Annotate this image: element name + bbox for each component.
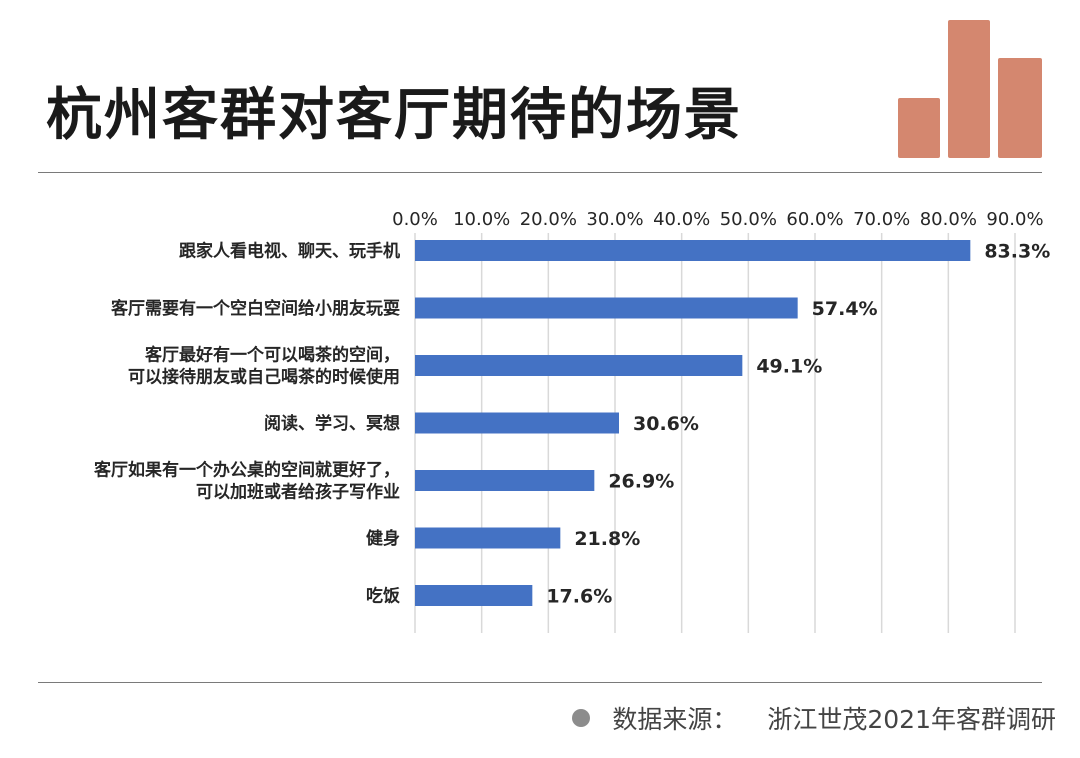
source-label: 数据来源：	[612, 705, 738, 734]
data-label: 30.6%	[633, 413, 699, 435]
category-label: 可以接待朋友或自己喝茶的时候使用	[128, 367, 400, 388]
category-label: 可以加班或者给孩子写作业	[196, 482, 400, 503]
bar	[415, 297, 798, 319]
bar	[415, 527, 561, 549]
x-tick-label: 10.0%	[453, 209, 510, 230]
bar	[415, 585, 533, 606]
logo-bar-1	[898, 98, 940, 158]
data-label: 49.1%	[756, 356, 822, 378]
bullet-dot-icon	[572, 709, 591, 727]
data-label: 26.9%	[608, 471, 674, 493]
data-label: 21.8%	[574, 528, 640, 550]
category-label: 吃饭	[366, 586, 400, 607]
x-tick-label: 40.0%	[653, 209, 710, 230]
x-tick-label: 50.0%	[720, 209, 777, 230]
x-tick-label: 60.0%	[786, 209, 843, 230]
data-label: 17.6%	[546, 586, 612, 608]
logo-bar-3	[998, 58, 1042, 158]
source-value: 浙江世茂2021年客群调研	[767, 705, 1056, 734]
bar	[415, 412, 619, 434]
x-tick-label: 90.0%	[986, 209, 1043, 230]
page-title: 杭州客群对客厅期待的场景	[46, 83, 742, 148]
category-label: 客厅需要有一个空白空间给小朋友玩耍	[110, 298, 400, 319]
data-label: 57.4%	[812, 298, 878, 320]
header-divider	[38, 172, 1042, 173]
bar	[415, 470, 595, 491]
category-label: 健身	[366, 528, 400, 549]
data-source: 数据来源： 浙江世茂2021年客群调研	[572, 700, 1056, 736]
bar-chart-logo-icon	[898, 20, 1042, 158]
category-label: 客厅最好有一个可以喝茶的空间，	[144, 345, 400, 366]
x-tick-label: 80.0%	[920, 209, 977, 230]
category-label: 跟家人看电视、聊天、玩手机	[179, 241, 400, 262]
x-tick-label: 30.0%	[586, 209, 643, 230]
x-tick-label: 20.0%	[520, 209, 577, 230]
category-label: 阅读、学习、冥想	[264, 413, 400, 434]
bar	[415, 355, 743, 376]
category-label: 客厅如果有一个办公桌的空间就更好了，	[93, 460, 400, 481]
logo-bar-2	[948, 20, 990, 158]
data-label: 83.3%	[984, 241, 1050, 263]
x-tick-label: 70.0%	[853, 209, 910, 230]
footer-divider	[38, 682, 1042, 683]
x-tick-label: 0.0%	[392, 209, 438, 230]
bar	[415, 240, 971, 261]
horizontal-bar-chart: 0.0% 10.0% 20.0% 30.0% 40.0% 50.0% 60.0% 70.0% 8…	[93, 209, 1050, 633]
